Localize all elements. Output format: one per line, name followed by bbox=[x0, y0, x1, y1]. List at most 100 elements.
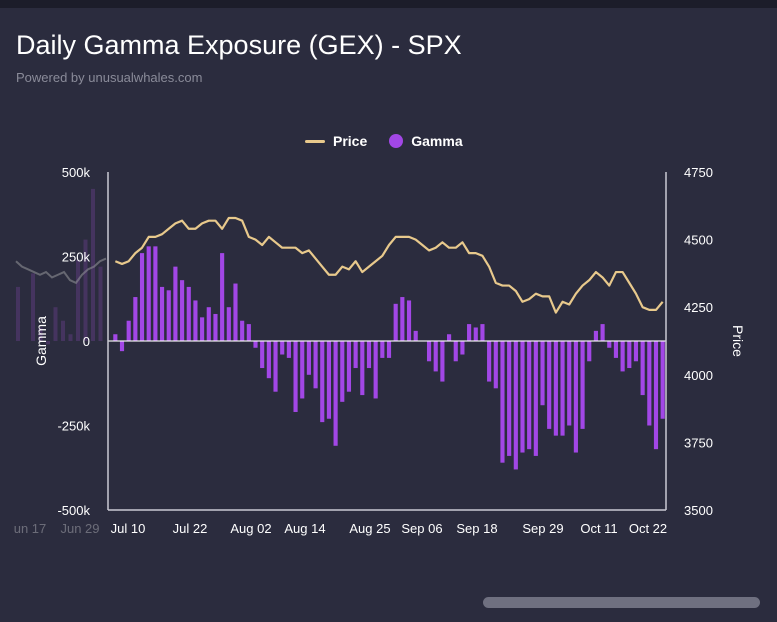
gamma-bar bbox=[226, 307, 231, 341]
gamma-bar bbox=[286, 341, 291, 358]
gamma-bar bbox=[200, 317, 205, 341]
gamma-bar bbox=[653, 341, 659, 450]
gamma-bar bbox=[600, 324, 605, 341]
faded-gamma-bar bbox=[46, 341, 50, 345]
gamma-bar bbox=[426, 341, 432, 362]
gamma-bar bbox=[567, 341, 572, 426]
gamma-bar bbox=[133, 297, 138, 341]
gamma-bar bbox=[540, 341, 545, 406]
gamma-bar bbox=[173, 266, 178, 341]
faded-gamma-bar bbox=[91, 188, 95, 341]
faded-gamma-bar bbox=[76, 259, 80, 341]
faded-gamma-bar bbox=[61, 320, 65, 341]
gamma-bar bbox=[440, 341, 445, 382]
gamma-bar bbox=[346, 341, 352, 392]
x-tick-label: Jul 22 bbox=[173, 521, 208, 536]
gamma-bar bbox=[580, 341, 585, 429]
gamma-bar bbox=[166, 290, 171, 341]
gamma-bar bbox=[573, 341, 578, 453]
left-tick-label: 0 bbox=[83, 334, 90, 349]
gamma-bar bbox=[593, 330, 598, 341]
gamma-bar bbox=[213, 313, 218, 341]
faded-gamma-bar bbox=[31, 273, 35, 341]
gamma-bar bbox=[393, 303, 398, 341]
gamma-bar bbox=[613, 341, 619, 358]
faded-gamma-bar bbox=[38, 327, 43, 341]
gamma-bar bbox=[180, 280, 185, 341]
gamma-bar bbox=[246, 324, 251, 341]
gamma-bar bbox=[640, 341, 645, 396]
gamma-bar bbox=[520, 341, 525, 453]
gamma-bar bbox=[233, 283, 238, 341]
faded-gamma-bar bbox=[53, 307, 58, 341]
gamma-bar bbox=[633, 341, 639, 362]
right-tick-label: 3750 bbox=[684, 435, 713, 450]
left-tick-label: -500k bbox=[57, 503, 90, 518]
gamma-bar bbox=[460, 341, 465, 355]
gamma-bar bbox=[447, 334, 452, 341]
x-tick-label: Sep 18 bbox=[456, 521, 497, 536]
gamma-bar bbox=[553, 341, 558, 436]
gamma-bar bbox=[306, 341, 311, 375]
gamma-bar bbox=[126, 320, 131, 341]
gamma-bar bbox=[660, 341, 665, 419]
chart-scrollbar[interactable] bbox=[483, 597, 760, 608]
legend-label-price: Price bbox=[333, 133, 368, 149]
gamma-bar bbox=[340, 341, 345, 402]
gamma-bar bbox=[433, 341, 438, 372]
gamma-bar bbox=[547, 341, 552, 429]
gamma-bar bbox=[493, 341, 498, 389]
gamma-bar bbox=[647, 341, 652, 426]
legend-item-gamma[interactable]: Gamma bbox=[389, 133, 463, 149]
faded-gamma-bar bbox=[16, 286, 20, 341]
x-tick-label: Sep 29 bbox=[522, 521, 563, 536]
gamma-bar bbox=[386, 341, 392, 358]
chart-title: Daily Gamma Exposure (GEX) - SPX bbox=[16, 30, 462, 60]
faded-price-line bbox=[15, 257, 107, 285]
right-tick-label: 4000 bbox=[684, 368, 713, 383]
chart-subtitle: Powered by unusualwhales.com bbox=[16, 70, 203, 85]
left-tick-label: 250k bbox=[62, 250, 91, 265]
gamma-bar bbox=[607, 341, 612, 348]
faded-gamma-bar bbox=[98, 266, 103, 341]
gamma-bar bbox=[186, 286, 191, 341]
x-tick-label: Oct 11 bbox=[580, 521, 617, 536]
left-tick-label: -250k bbox=[57, 419, 90, 434]
gamma-bar bbox=[206, 307, 211, 341]
gamma-bar bbox=[153, 246, 158, 341]
legend-item-price[interactable]: Price bbox=[305, 133, 367, 149]
gamma-bar bbox=[500, 341, 505, 463]
right-tick-label: 4250 bbox=[684, 300, 713, 315]
gamma-bar bbox=[266, 341, 271, 379]
gamma-bar bbox=[366, 341, 372, 369]
gamma-bar bbox=[473, 327, 478, 341]
gamma-bar bbox=[373, 341, 378, 399]
gamma-bar bbox=[313, 341, 318, 389]
price-line bbox=[114, 216, 664, 314]
gamma-bar bbox=[240, 320, 245, 341]
left-axis-title: Gamma bbox=[33, 316, 49, 366]
right-axis-title: Price bbox=[730, 325, 746, 357]
gamma-bar bbox=[527, 341, 532, 450]
gamma-bar bbox=[467, 324, 472, 341]
x-tick-label: Aug 14 bbox=[284, 521, 325, 536]
gamma-bar bbox=[480, 324, 485, 341]
x-tick-label: Jul 10 bbox=[111, 521, 146, 536]
gamma-dot-swatch-icon bbox=[389, 134, 404, 148]
gamma-bar bbox=[513, 341, 518, 470]
gamma-bar bbox=[333, 341, 338, 446]
gamma-bar bbox=[406, 300, 412, 341]
right-tick-label: 3500 bbox=[684, 503, 713, 518]
faded-gamma-bar bbox=[83, 239, 88, 341]
gamma-bar bbox=[280, 341, 285, 355]
gamma-bar bbox=[453, 341, 458, 362]
gamma-bar bbox=[113, 334, 118, 341]
gamma-bar bbox=[560, 341, 565, 436]
gamma-bar bbox=[507, 341, 512, 456]
gamma-bar bbox=[587, 341, 592, 362]
gamma-bar bbox=[193, 300, 198, 341]
gamma-bar bbox=[413, 330, 418, 341]
gamma-bar bbox=[487, 341, 492, 382]
faded-x-tick-label: un 17 bbox=[14, 521, 47, 536]
